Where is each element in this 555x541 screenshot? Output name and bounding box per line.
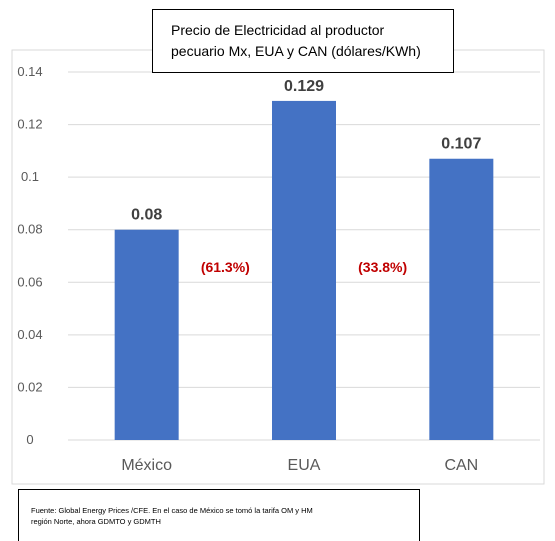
chart-title-line-2: pecuario Mx, EUA y CAN (dólares/KWh): [171, 43, 421, 59]
annotations: (61.3%) (33.8%): [201, 259, 407, 275]
source-note-line-2: región Norte, ahora GDMTO y GDMTH: [31, 517, 161, 526]
percentage-annotation: (61.3%): [201, 259, 250, 275]
data-label: 0.08: [131, 207, 162, 224]
bar-0: [114, 229, 179, 440]
bar-1: [272, 100, 336, 441]
chart-title-box: Precio de Electricidad al productor pecu…: [152, 9, 454, 73]
x-category-label: EUA: [288, 457, 321, 474]
x-category-label: México: [121, 457, 172, 474]
chart-title-line-1: Precio de Electricidad al productor: [171, 22, 385, 38]
y-tick-label: 0.12: [17, 117, 42, 132]
data-label: 0.107: [441, 136, 481, 153]
y-axis: 0 0.02 0.04 0.06 0.08 0.1 0.12 0.14: [17, 64, 42, 447]
y-tick-label: 0.1: [21, 169, 39, 184]
y-tick-label: 0.02: [17, 379, 42, 394]
data-labels: 0.08 0.129 0.107: [131, 78, 481, 224]
percentage-annotation: (33.8%): [358, 259, 407, 275]
y-tick-label: 0.08: [17, 222, 42, 237]
source-note-box: Fuente: Global Energy Prices /CFE. En el…: [18, 489, 420, 541]
y-tick-label: 0.04: [17, 327, 42, 342]
bar-2: [429, 158, 494, 440]
y-tick-label: 0.06: [17, 274, 42, 289]
x-category-label: CAN: [444, 457, 478, 474]
data-label: 0.129: [284, 78, 324, 95]
bars: [114, 100, 494, 441]
source-note-line-1: Fuente: Global Energy Prices /CFE. En el…: [31, 506, 313, 515]
y-tick-label: 0: [26, 432, 33, 447]
x-axis: México EUA CAN: [121, 457, 478, 474]
y-tick-label: 0.14: [17, 64, 42, 79]
